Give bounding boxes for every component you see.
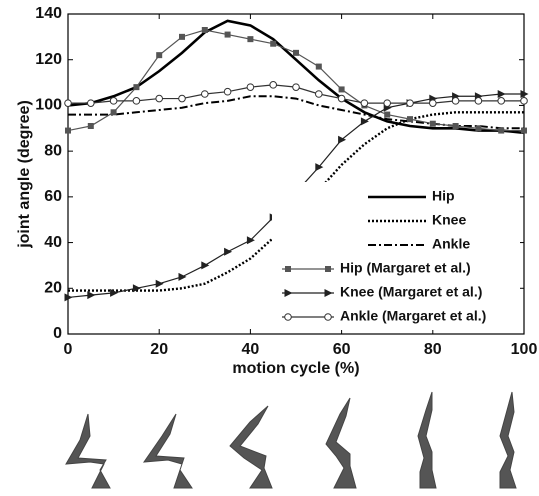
marker-circle bbox=[87, 99, 95, 107]
marker-square bbox=[498, 127, 505, 134]
marker-circle bbox=[132, 97, 141, 105]
marker-circle bbox=[155, 94, 163, 103]
marker-triangle bbox=[178, 272, 187, 281]
marker-square bbox=[407, 116, 413, 123]
marker-square bbox=[285, 266, 291, 272]
marker-triangle bbox=[338, 135, 347, 144]
marker-square bbox=[201, 27, 208, 33]
y-tick-label: 0 bbox=[53, 325, 62, 342]
marker-triangle bbox=[360, 117, 369, 126]
marker-circle bbox=[429, 99, 437, 107]
marker-square bbox=[384, 111, 391, 118]
pose-figure bbox=[229, 405, 273, 489]
marker-circle bbox=[64, 99, 72, 107]
x-axis-label: motion cycle (%) bbox=[232, 360, 359, 377]
marker-circle bbox=[246, 83, 255, 91]
y-tick-label: 140 bbox=[35, 5, 62, 22]
marker-circle bbox=[337, 94, 346, 103]
marker-triangle bbox=[201, 261, 210, 270]
marker-square bbox=[179, 33, 185, 40]
y-tick-label: 40 bbox=[44, 234, 62, 251]
marker-triangle bbox=[87, 291, 96, 300]
marker-triangle bbox=[155, 279, 164, 288]
marker-square bbox=[65, 127, 71, 134]
legend-label: Knee bbox=[432, 212, 466, 228]
marker-triangle bbox=[497, 90, 506, 98]
pose-figures bbox=[65, 391, 517, 489]
pose-figure bbox=[499, 391, 517, 489]
series-line bbox=[67, 29, 524, 132]
marker-square bbox=[270, 40, 277, 47]
marker-square bbox=[452, 123, 459, 129]
marker-circle bbox=[201, 90, 209, 98]
x-tick-label: 20 bbox=[150, 341, 168, 358]
marker-circle bbox=[406, 99, 414, 107]
legend-label: Ankle bbox=[432, 236, 470, 252]
marker-circle bbox=[383, 99, 392, 107]
marker-circle bbox=[109, 97, 118, 105]
x-tick-label: 40 bbox=[242, 341, 260, 358]
marker-circle bbox=[315, 90, 323, 98]
marker-triangle bbox=[110, 288, 119, 297]
marker-triangle bbox=[315, 163, 324, 172]
y-tick-label: 20 bbox=[44, 280, 62, 297]
marker-square bbox=[338, 86, 345, 93]
legend: Hip Knee Ankle Hip (Margaret et al.) Knee (M… bbox=[272, 182, 520, 330]
marker-circle bbox=[284, 313, 292, 321]
x-tick-label: 80 bbox=[424, 341, 442, 358]
marker-square bbox=[133, 84, 140, 91]
marker-square bbox=[315, 63, 322, 70]
marker-circle bbox=[474, 97, 483, 105]
marker-circle bbox=[451, 97, 460, 105]
marker-square bbox=[521, 127, 527, 134]
x-tick-label: 0 bbox=[64, 341, 73, 358]
legend-box bbox=[272, 182, 520, 330]
pose-figure bbox=[325, 397, 357, 489]
marker-square bbox=[224, 31, 231, 38]
marker-square bbox=[247, 36, 254, 43]
y-tick-label: 120 bbox=[35, 51, 62, 68]
marker-triangle bbox=[520, 90, 529, 98]
y-axis-label: joint angle (degree) bbox=[16, 100, 33, 249]
marker-circle bbox=[497, 97, 506, 105]
series-line bbox=[67, 19, 525, 135]
marker-square bbox=[110, 109, 117, 116]
legend-label: Ankle (Margaret et al.) bbox=[340, 308, 486, 324]
marker-triangle bbox=[224, 247, 233, 256]
marker-triangle bbox=[246, 236, 255, 245]
marker-square bbox=[475, 125, 482, 132]
marker-circle bbox=[269, 81, 278, 89]
y-tick-label: 100 bbox=[35, 97, 62, 114]
plot-frame bbox=[67, 13, 525, 335]
legend-label: Knee (Margaret et al.) bbox=[340, 284, 482, 300]
pose-figure bbox=[417, 391, 437, 489]
marker-circle bbox=[178, 94, 186, 103]
marker-triangle bbox=[64, 293, 73, 302]
marker-circle bbox=[360, 99, 369, 107]
marker-circle bbox=[324, 313, 332, 321]
marker-triangle bbox=[324, 289, 333, 297]
x-tick-label: 100 bbox=[511, 341, 538, 358]
x-tick-label: 60 bbox=[333, 341, 351, 358]
pose-figure bbox=[65, 413, 111, 489]
marker-circle bbox=[292, 83, 300, 91]
legend-label: Hip (Margaret et al.) bbox=[340, 260, 471, 276]
marker-square bbox=[87, 123, 94, 129]
marker-triangle bbox=[284, 289, 293, 297]
y-tick-label: 60 bbox=[44, 188, 62, 205]
marker-square bbox=[325, 266, 331, 272]
marker-circle bbox=[223, 87, 232, 96]
marker-square bbox=[429, 120, 436, 127]
pose-figure bbox=[142, 413, 193, 489]
marker-circle bbox=[520, 97, 528, 105]
marker-square bbox=[293, 49, 299, 56]
y-tick-label: 80 bbox=[44, 142, 62, 159]
legend-label: Hip bbox=[432, 188, 455, 204]
marker-triangle bbox=[132, 284, 141, 293]
marker-square bbox=[156, 52, 163, 59]
